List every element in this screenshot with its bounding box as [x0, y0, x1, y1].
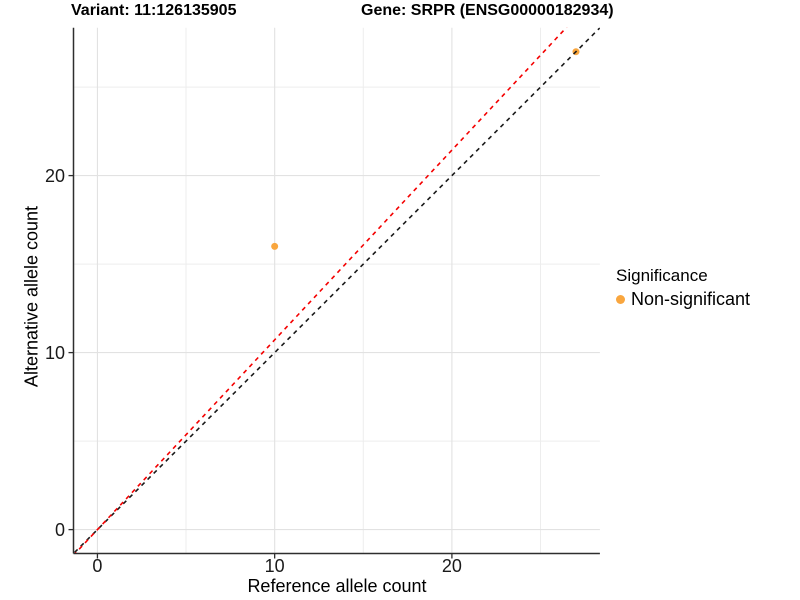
x-axis-title: Reference allele count: [247, 576, 427, 596]
y-tick-label: 20: [45, 166, 65, 186]
identity-line: [73, 27, 600, 554]
legend-title: Significance: [616, 266, 708, 285]
expected-ratio-line: [74, 27, 568, 554]
legend-point-icon: [616, 295, 625, 304]
x-tick-label: 20: [442, 556, 462, 576]
variant-title: Variant: 11:126135905: [71, 2, 237, 19]
legend-item-label: Non-significant: [631, 289, 751, 309]
y-tick-label: 0: [55, 520, 65, 540]
legend: Significance Non-significant: [616, 266, 750, 310]
legend-item-non-significant: Non-significant: [616, 289, 750, 310]
y-axis-title: Alternative allele count: [21, 205, 42, 388]
data-point: [271, 242, 279, 250]
y-tick-label: 10: [45, 343, 65, 363]
x-tick-label: 0: [92, 556, 102, 576]
x-tick-label: 10: [265, 556, 285, 576]
gene-title: Gene: SRPR (ENSG00000182934): [361, 2, 614, 19]
